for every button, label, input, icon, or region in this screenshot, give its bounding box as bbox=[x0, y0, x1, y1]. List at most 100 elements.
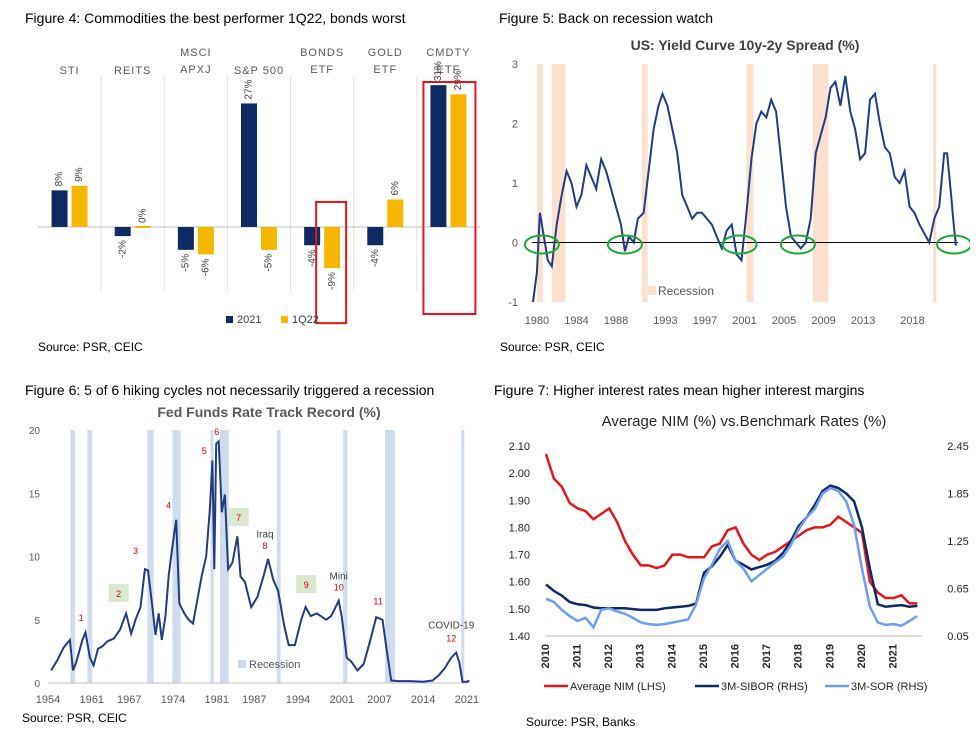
spread-line bbox=[532, 75, 957, 303]
data-label: -9% bbox=[327, 272, 338, 290]
y-tick-label: 2 bbox=[512, 119, 518, 131]
legend-label: 1Q22 bbox=[292, 314, 319, 326]
figure-4-bar-chart: STI REITS MSCI APXJ S&P 500 BONDS ETF GOLD ETF CM… bbox=[38, 47, 480, 326]
category-label: APXJ bbox=[180, 64, 212, 76]
x-tick-label: 2018 bbox=[793, 644, 805, 668]
cycle-annotation: 2 bbox=[116, 589, 121, 599]
inversion-circle bbox=[606, 234, 643, 255]
recession-band bbox=[343, 430, 348, 683]
cycle-annotation: 6 bbox=[214, 427, 219, 437]
highlight-box-bonds bbox=[315, 200, 348, 325]
bar-2021 bbox=[430, 85, 447, 227]
recession-band bbox=[276, 430, 281, 683]
x-tick-label: 2001 bbox=[732, 315, 756, 327]
x-tick-label: 1981 bbox=[205, 694, 229, 706]
cycle-annotation: 7 bbox=[236, 513, 241, 523]
y-tick-label: 0 bbox=[34, 679, 40, 690]
bar-2021 bbox=[367, 226, 384, 246]
chart-title: Fed Funds Rate Track Record (%) bbox=[157, 404, 380, 420]
x-tick-label: 2013 bbox=[851, 315, 875, 327]
x-tick-label: 2001 bbox=[330, 694, 354, 706]
data-label: 0% bbox=[137, 208, 148, 223]
cycle-annotation: 8 bbox=[262, 541, 267, 551]
bar-1Q22 bbox=[387, 199, 404, 227]
y-left-tick-label: 1.50 bbox=[509, 604, 530, 616]
y-tick-label: 10 bbox=[29, 553, 41, 564]
cycle-annotation: 11 bbox=[373, 597, 382, 607]
fed-funds-line bbox=[50, 439, 470, 683]
x-tick-label: 1988 bbox=[604, 315, 628, 327]
recession-band bbox=[812, 64, 829, 302]
category-label: S&P 500 bbox=[234, 65, 284, 77]
x-tick-label: 1974 bbox=[161, 694, 185, 706]
y-right-tick-label: 2.45 bbox=[947, 441, 968, 453]
x-tick-label: 1987 bbox=[242, 694, 266, 706]
inversion-circle bbox=[936, 234, 970, 255]
data-label: -4% bbox=[307, 249, 318, 267]
category-label: GOLD bbox=[368, 47, 403, 59]
bar-1Q22 bbox=[71, 185, 88, 227]
figure-7-source: Source: PSR, Banks bbox=[526, 715, 636, 729]
data-label: 31% bbox=[433, 61, 444, 81]
bar-2021 bbox=[51, 190, 68, 227]
x-tick-label: 2021 bbox=[887, 644, 899, 668]
cycle-annotation: 9 bbox=[304, 580, 309, 590]
figure-5-source: Source: PSR, CEIC bbox=[500, 340, 605, 354]
legend-swatch-recession bbox=[648, 286, 656, 295]
y-right-tick-label: 0.05 bbox=[947, 631, 968, 643]
recession-band bbox=[210, 430, 214, 683]
y-tick-label: 5 bbox=[34, 616, 40, 627]
x-tick-label: 2007 bbox=[367, 694, 391, 706]
cycle-annotation: 1 bbox=[79, 613, 84, 623]
category-label: CMDTY bbox=[426, 47, 470, 59]
bar-2021 bbox=[304, 226, 321, 246]
y-left-tick-label: 2.10 bbox=[509, 441, 530, 453]
y-tick-label: 15 bbox=[29, 489, 41, 500]
data-label: -6% bbox=[200, 258, 211, 276]
x-tick-label: 1961 bbox=[80, 694, 104, 706]
y-right-tick-label: 1.85 bbox=[947, 489, 968, 501]
data-label: 8% bbox=[54, 172, 65, 187]
legend-swatch-recession bbox=[238, 660, 246, 668]
data-label: 29% bbox=[453, 70, 464, 90]
y-left-tick-label: 2.00 bbox=[509, 468, 530, 480]
recession-band bbox=[933, 64, 937, 302]
category-label: STI bbox=[60, 65, 80, 77]
figure-7-line-chart: Average NIM (%) vs.Benchmark Rates (%) 1.… bbox=[509, 413, 969, 693]
y-tick-label: 1 bbox=[512, 178, 518, 190]
y-left-tick-label: 1.80 bbox=[509, 522, 530, 534]
y-right-tick-label: 0.65 bbox=[947, 584, 968, 596]
legend-label: Recession bbox=[658, 284, 714, 298]
x-tick-label: 2014 bbox=[666, 643, 678, 668]
data-label: -4% bbox=[370, 249, 381, 267]
chart-title: US: Yield Curve 10y-2y Spread (%) bbox=[631, 37, 860, 53]
figure-5-title: Figure 5: Back on recession watch bbox=[499, 10, 713, 26]
x-tick-label: 2017 bbox=[761, 644, 773, 668]
legend-label: 3M-SIBOR (RHS) bbox=[721, 681, 808, 693]
category-label: ETF bbox=[373, 64, 397, 76]
bar-1Q22 bbox=[261, 226, 277, 250]
legend-label: Recession bbox=[249, 659, 300, 671]
y-right-tick-label: 1.25 bbox=[947, 536, 968, 548]
y-left-tick-label: 1.70 bbox=[509, 550, 530, 562]
x-tick-label: 2009 bbox=[811, 315, 835, 327]
x-tick-label: 2010 bbox=[540, 644, 552, 668]
figure-6-title: Figure 6: 5 of 6 hiking cycles not neces… bbox=[25, 382, 435, 398]
recession-band bbox=[70, 430, 75, 683]
y-tick-label: 0 bbox=[512, 238, 518, 250]
x-tick-label: 1980 bbox=[525, 315, 549, 327]
x-tick-label: 1993 bbox=[653, 315, 677, 327]
x-tick-label: 2020 bbox=[856, 644, 868, 668]
bar-2021 bbox=[177, 226, 194, 250]
data-label: -2% bbox=[117, 240, 128, 258]
legend-label: 3M-SOR (RHS) bbox=[851, 681, 927, 693]
cycle-annotation: 10 bbox=[334, 583, 344, 593]
x-tick-label: 1994 bbox=[286, 694, 310, 706]
x-tick-label: 1954 bbox=[36, 694, 60, 706]
category-label: ETF bbox=[437, 64, 461, 76]
y-tick-label: -1 bbox=[508, 297, 518, 309]
x-tick-label: 2014 bbox=[411, 694, 435, 706]
recession-band bbox=[219, 430, 229, 683]
x-tick-label: 1967 bbox=[117, 694, 141, 706]
y-tick-label: 20 bbox=[29, 426, 41, 437]
